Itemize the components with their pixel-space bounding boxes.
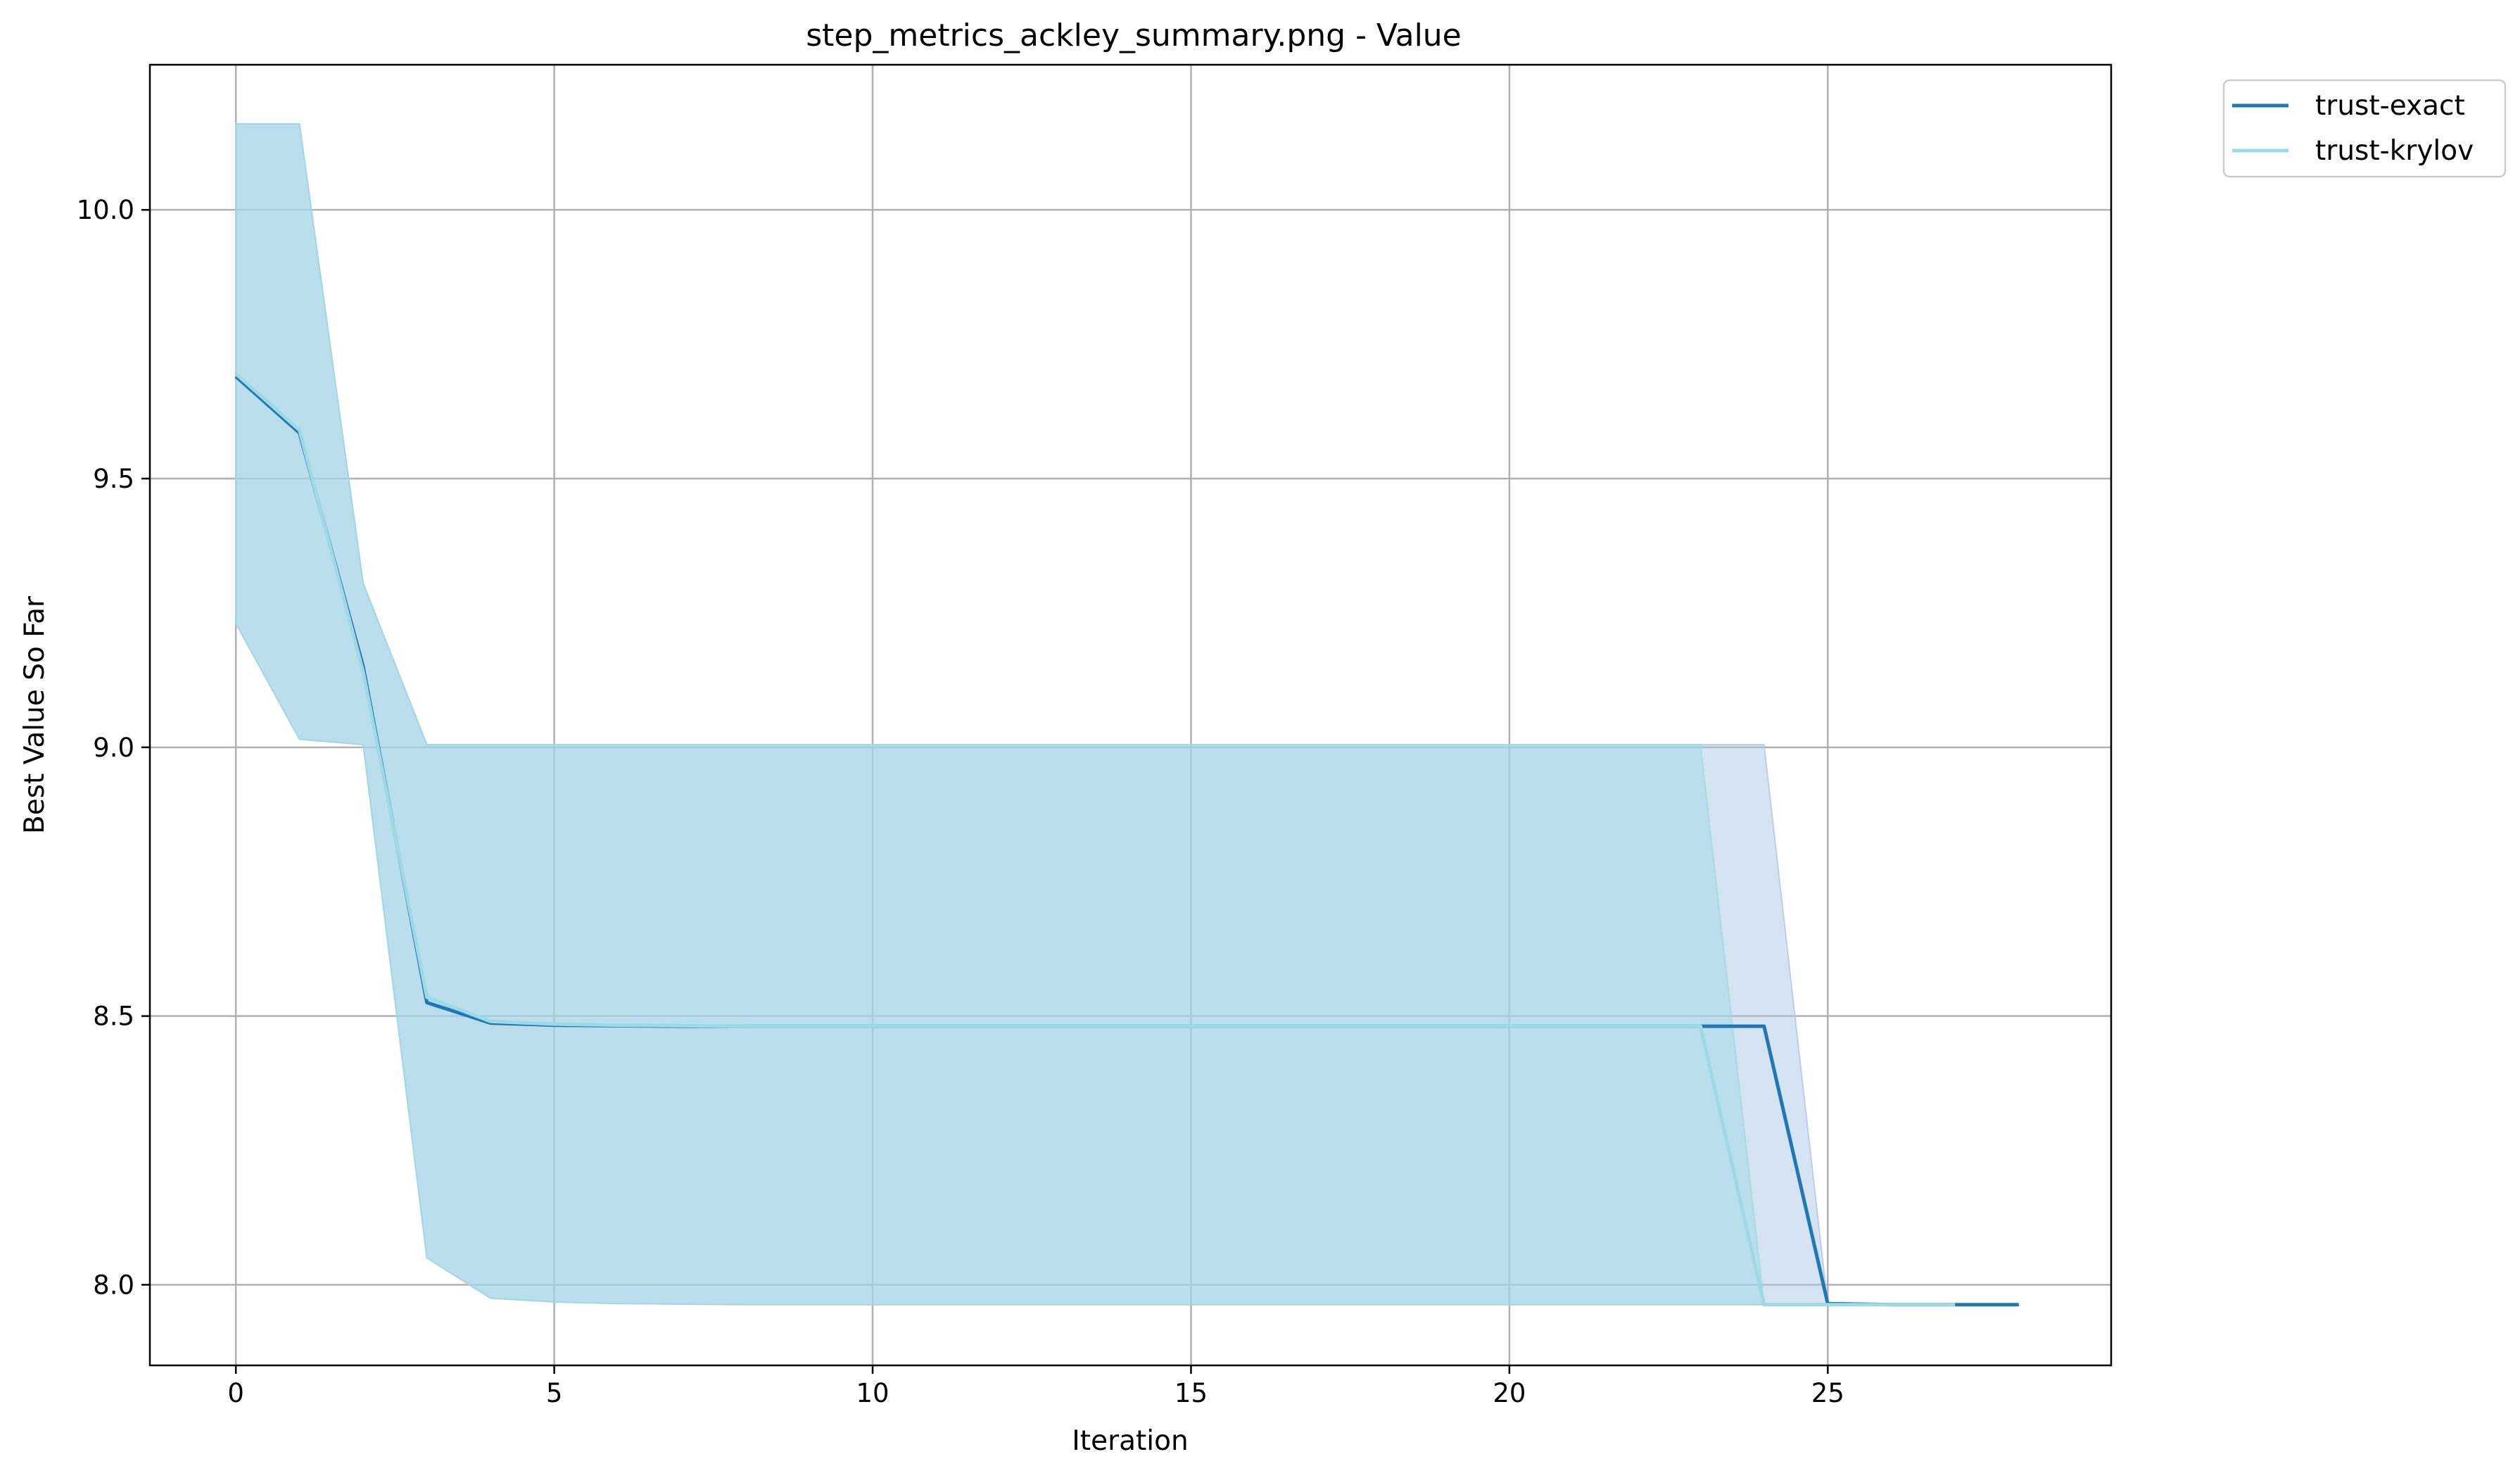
- y-tick-label: 8.5: [93, 1002, 134, 1032]
- chart-title: step_metrics_ackley_summary.png - Value: [806, 18, 1462, 53]
- x-axis-label: Iteration: [1072, 1425, 1188, 1457]
- legend-frame: [2222, 79, 2507, 178]
- axis-ticks: 0 5 10 15 20 25 8.0 8.5 9.0 9.5 10.0: [77, 195, 1844, 1408]
- y-tick-label: 9.5: [93, 464, 134, 494]
- series-lines: [234, 372, 2019, 1307]
- y-tick-label: 9.0: [93, 733, 134, 763]
- plot-frame: [148, 63, 2113, 1367]
- x-tick-label: 15: [1174, 1378, 1208, 1408]
- x-tick-label: 10: [856, 1378, 889, 1408]
- series-line-trust-krylov: [234, 372, 1956, 1307]
- x-tick-label: 20: [1493, 1378, 1526, 1408]
- y-tick-label: 8.0: [93, 1270, 134, 1300]
- legend-label-trust-exact: trust-exact: [2315, 90, 2465, 122]
- y-axis-label: Best Value So Far: [19, 595, 51, 834]
- x-tick-label: 5: [546, 1378, 563, 1408]
- y-tick-label: 10.0: [77, 195, 134, 225]
- x-tick-label: 25: [1811, 1378, 1844, 1408]
- legend: trust-exact trust-krylov: [2222, 79, 2507, 178]
- legend-label-trust-krylov: trust-krylov: [2315, 135, 2474, 167]
- x-tick-label: 0: [227, 1378, 244, 1408]
